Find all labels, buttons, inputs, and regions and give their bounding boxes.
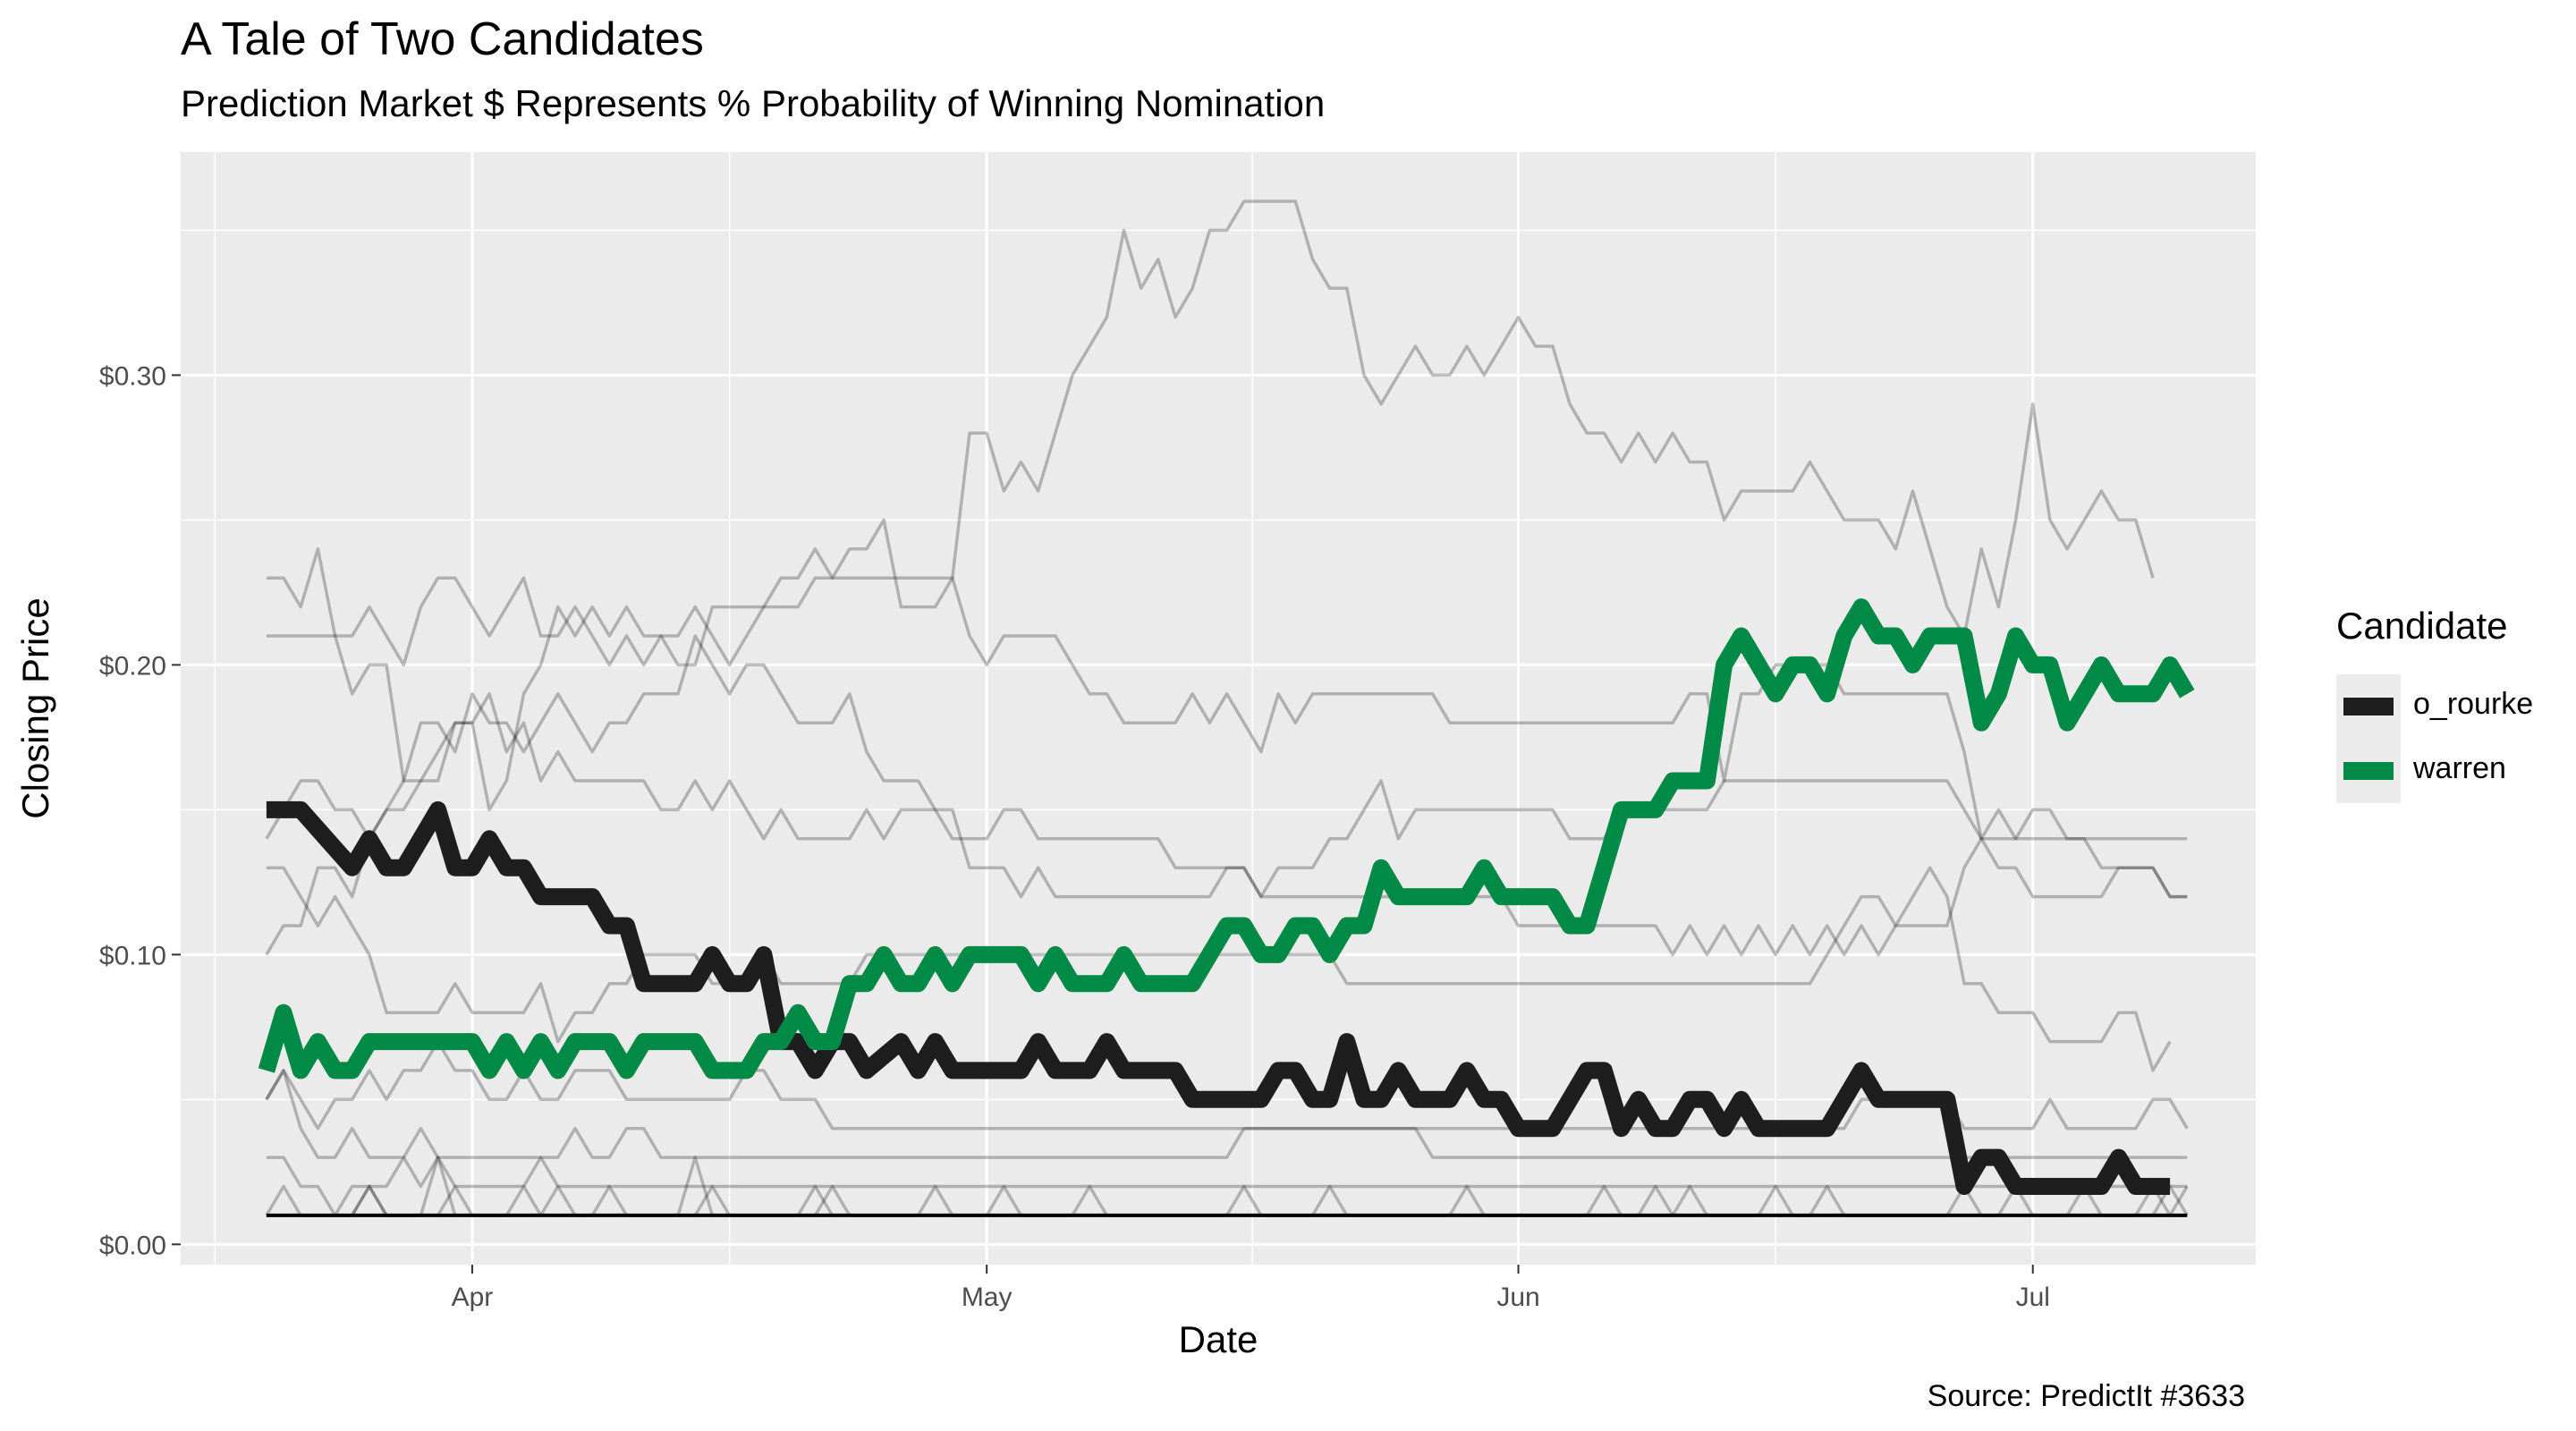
chart-subtitle: Prediction Market $ Represents % Probabi…: [181, 82, 1326, 124]
chart-title: A Tale of Two Candidates: [181, 13, 704, 65]
y-tick-label: $0.20: [99, 651, 166, 681]
background-series-line-6: [265, 1039, 2189, 1130]
x-tick-label: Jul: [2016, 1283, 2050, 1312]
legend-title: Candidate: [2336, 605, 2508, 647]
legend-label-o-rourke: o_rourke: [2413, 687, 2534, 721]
background-series-line-8: [266, 1156, 2188, 1217]
legend-key-warren: [2336, 739, 2401, 803]
x-tick-label: Jun: [1496, 1283, 1539, 1312]
chart-caption: Source: PredictIt #3633: [1927, 1379, 2245, 1413]
y-tick-label: $0.10: [99, 941, 166, 970]
x-tick-label: Apr: [452, 1283, 494, 1312]
y-axis-title: Closing Price: [14, 597, 56, 818]
background-series-line-3: [265, 692, 2188, 899]
series-line-o-rourke: [266, 800, 2171, 1195]
legend-swatch-warren: [2343, 762, 2394, 780]
y-tick-label: $0.00: [99, 1231, 166, 1260]
y-tick-label: $0.30: [99, 361, 166, 391]
background-series-line-2: [266, 576, 2188, 899]
background-series-line-5: [265, 634, 2188, 957]
legend-swatch-o-rourke: [2343, 698, 2394, 716]
legend-key-o-rourke: [2336, 674, 2401, 739]
plot-panel: [181, 152, 2256, 1265]
x-axis-title: Date: [1179, 1318, 1258, 1360]
background-series-line-7: [265, 1069, 2188, 1159]
background-series-line-1: [266, 199, 2155, 812]
legend-label-warren: warren: [2413, 751, 2506, 785]
x-tick-label: May: [962, 1283, 1013, 1312]
series-line-warren: [258, 598, 2195, 1080]
